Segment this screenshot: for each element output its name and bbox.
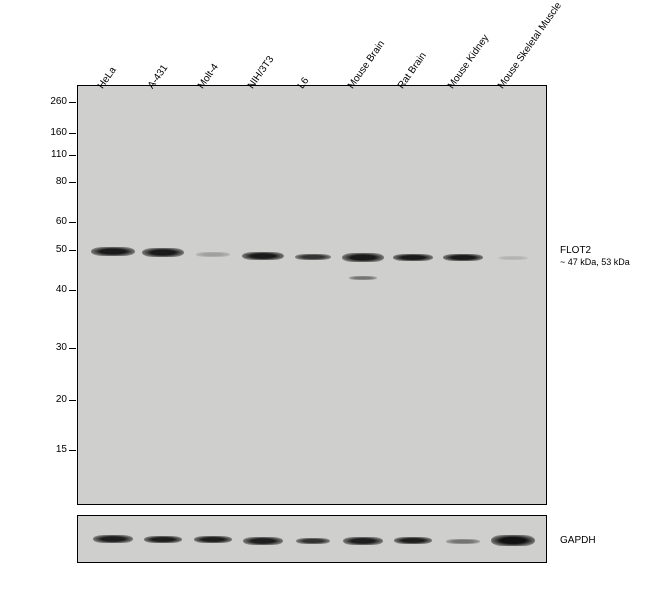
band-flot2: [196, 252, 230, 257]
band-gapdh: [446, 539, 480, 544]
band-gapdh: [394, 537, 432, 544]
mw-marker-tick: [69, 133, 76, 134]
mw-marker-tick: [69, 102, 76, 103]
lane-label: Mouse Kidney: [446, 33, 491, 91]
western-blot-figure: HeLaA-431Molt-4NIH/3T3L6Mouse BrainRat B…: [0, 0, 650, 599]
band-flot2: [498, 256, 528, 260]
target-label: ~ 47 kDa, 53 kDa: [560, 257, 630, 267]
mw-marker-label: 80: [37, 176, 67, 187]
band-gapdh: [491, 535, 535, 546]
lane-label: Mouse Skeletal Muscle: [496, 0, 564, 91]
band-gapdh: [343, 537, 383, 545]
mw-marker-tick: [69, 182, 76, 183]
mw-marker-label: 60: [37, 216, 67, 227]
band-gapdh: [194, 536, 232, 543]
mw-marker-tick: [69, 348, 76, 349]
main-blot-membrane: [77, 85, 547, 505]
band-flot2: [443, 254, 483, 261]
band-gapdh: [296, 538, 330, 544]
mw-marker-tick: [69, 400, 76, 401]
band-flot2: [393, 254, 433, 261]
lane-label: Mouse Brain: [346, 39, 387, 91]
mw-marker-tick: [69, 250, 76, 251]
band-flot2: [349, 276, 377, 280]
band-flot2: [91, 247, 135, 256]
mw-marker-label: 40: [37, 284, 67, 295]
mw-marker-label: 15: [37, 444, 67, 455]
mw-marker-label: 110: [37, 149, 67, 160]
band-flot2: [142, 248, 184, 257]
mw-marker-tick: [69, 290, 76, 291]
target-label: GAPDH: [560, 535, 596, 546]
mw-marker-label: 260: [37, 96, 67, 107]
mw-marker-tick: [69, 222, 76, 223]
mw-marker-label: 50: [37, 244, 67, 255]
band-gapdh: [243, 537, 283, 545]
band-flot2: [242, 252, 284, 260]
mw-marker-label: 20: [37, 394, 67, 405]
mw-marker-label: 30: [37, 342, 67, 353]
mw-marker-tick: [69, 450, 76, 451]
band-gapdh: [93, 535, 133, 543]
target-label: FLOT2: [560, 245, 591, 256]
mw-marker-label: 160: [37, 127, 67, 138]
band-flot2: [295, 254, 331, 260]
band-flot2: [342, 253, 384, 262]
band-gapdh: [144, 536, 182, 543]
mw-marker-tick: [69, 155, 76, 156]
